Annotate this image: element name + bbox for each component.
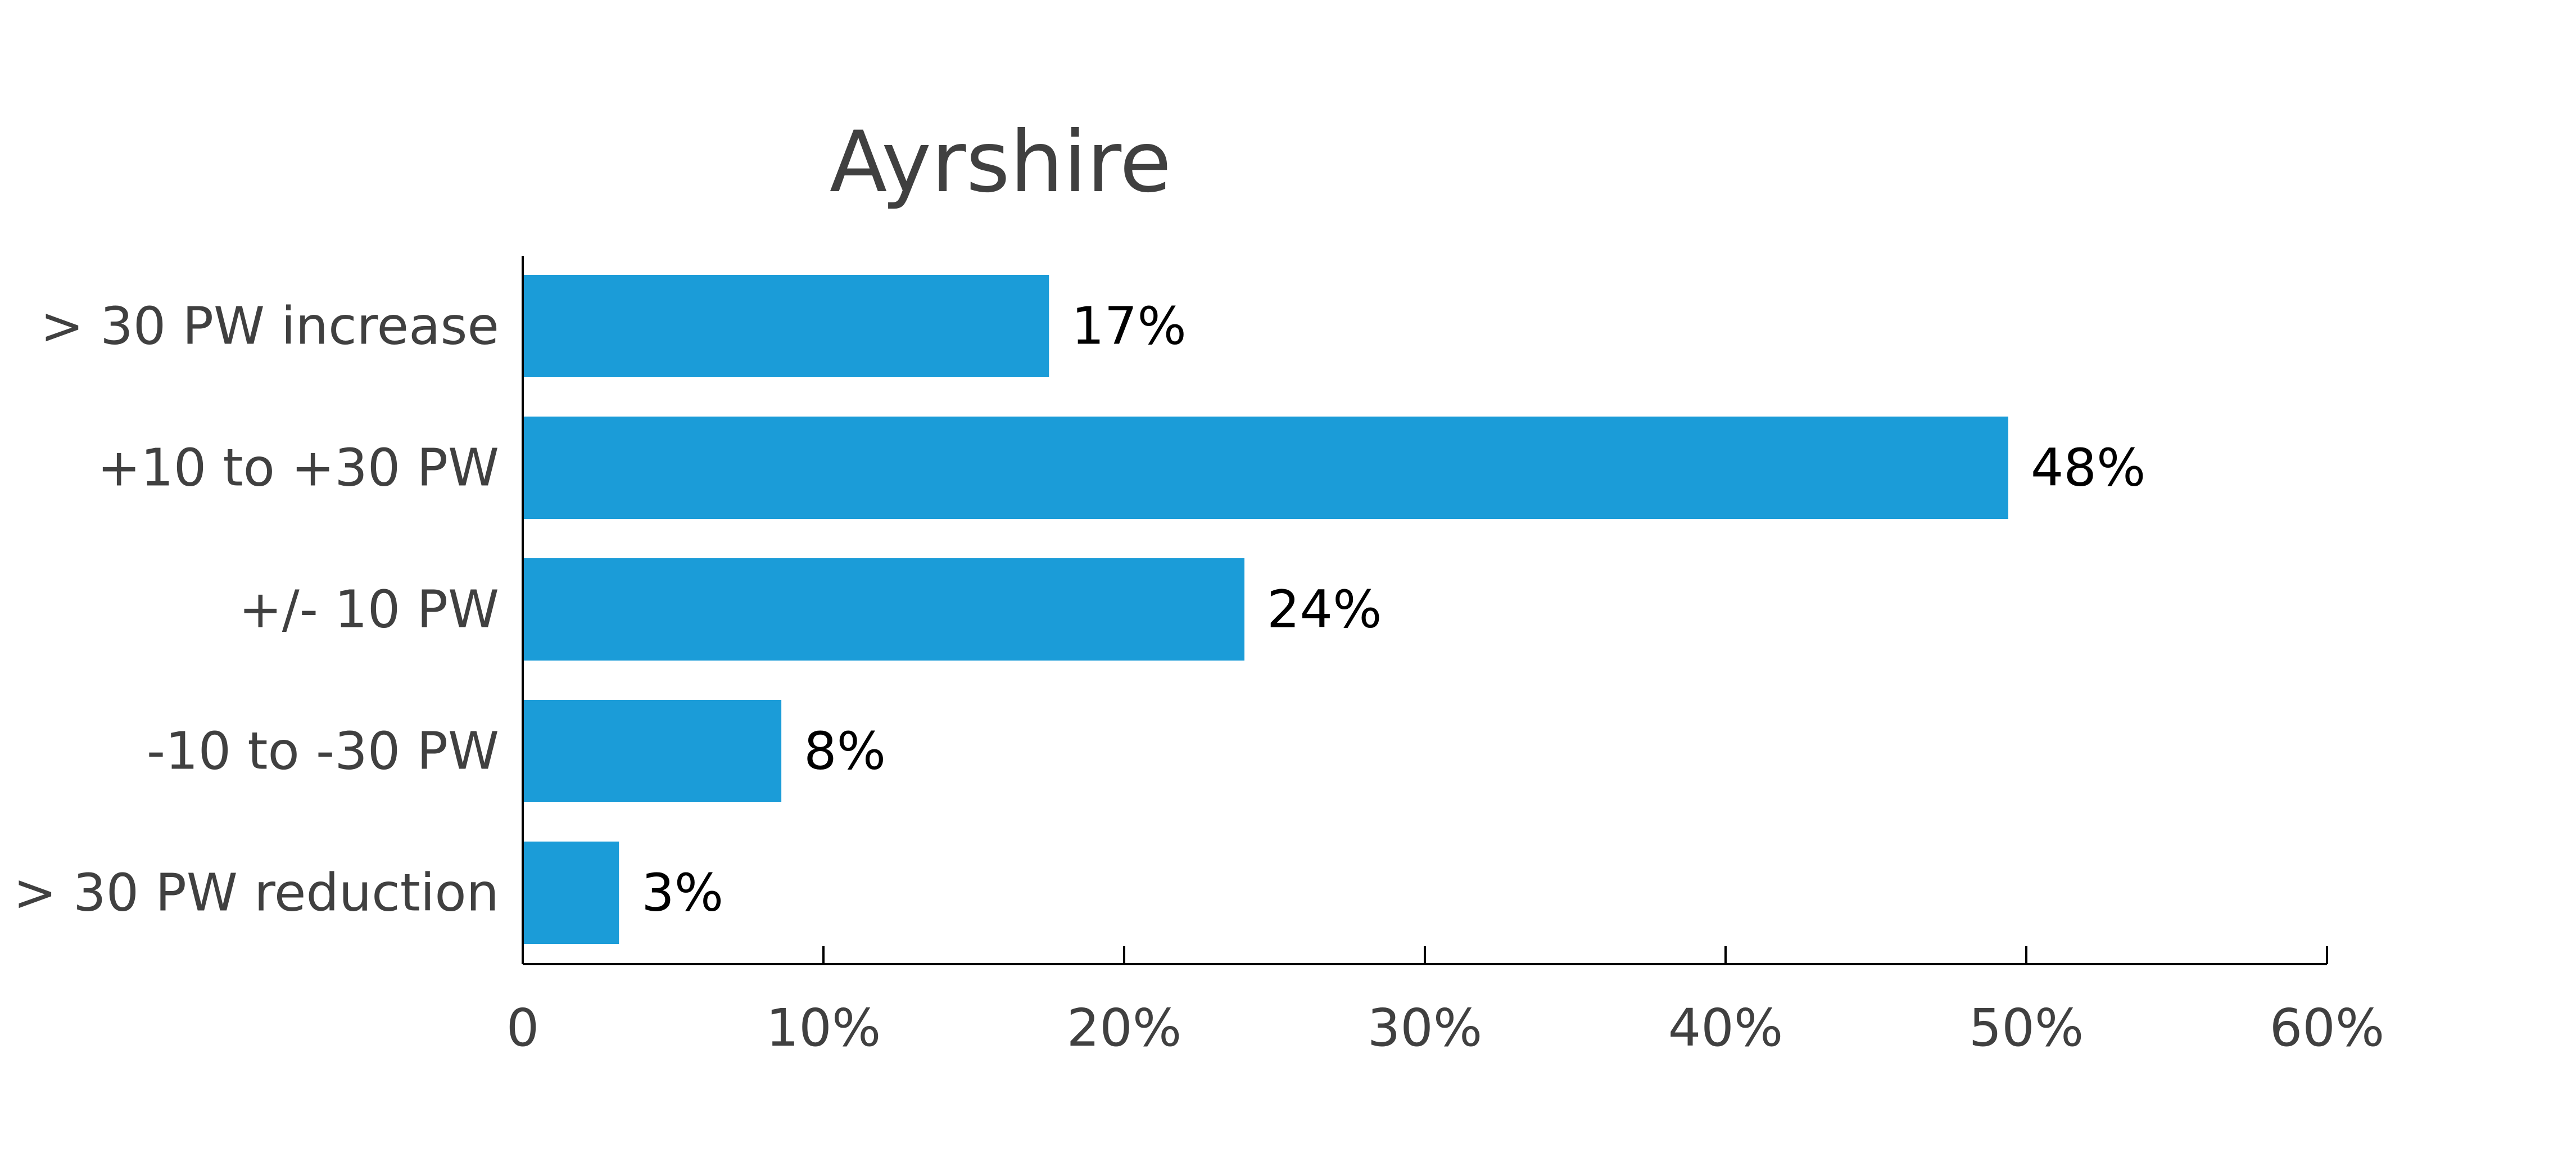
category-label: > 30 PW reduction bbox=[13, 863, 499, 923]
bars-layer bbox=[523, 275, 2008, 944]
category-label: +/- 10 PW bbox=[239, 580, 499, 640]
category-label: -10 to -30 PW bbox=[147, 721, 499, 781]
x-tick-label: 40% bbox=[1668, 998, 1783, 1058]
data-label: 3% bbox=[641, 863, 723, 923]
x-axis-ticks: 0 10% 20% 30% 40% 50% 60% bbox=[506, 946, 2384, 1058]
category-label: > 30 PW increase bbox=[40, 296, 499, 356]
data-labels: 17% 48% 24% 8% 3% bbox=[641, 296, 2145, 923]
bar bbox=[523, 700, 782, 802]
data-label: 8% bbox=[804, 721, 886, 781]
bar bbox=[523, 558, 1244, 661]
x-tick-label: 0 bbox=[506, 998, 540, 1058]
bar bbox=[523, 417, 2008, 519]
bar bbox=[523, 842, 619, 944]
chart-title: Ayrshire bbox=[830, 114, 1171, 211]
data-label: 17% bbox=[1071, 296, 1186, 356]
x-tick-label: 30% bbox=[1368, 998, 1482, 1058]
category-label: +10 to +30 PW bbox=[97, 438, 499, 498]
x-tick-label: 60% bbox=[2270, 998, 2384, 1058]
x-tick-label: 50% bbox=[1969, 998, 2084, 1058]
x-tick-label: 20% bbox=[1067, 998, 1181, 1058]
category-labels: > 30 PW increase +10 to +30 PW +/- 10 PW -1… bbox=[13, 296, 499, 923]
x-tick-label: 10% bbox=[766, 998, 881, 1058]
data-label: 48% bbox=[2031, 438, 2145, 498]
bar bbox=[523, 275, 1049, 377]
data-label: 24% bbox=[1267, 580, 1382, 640]
